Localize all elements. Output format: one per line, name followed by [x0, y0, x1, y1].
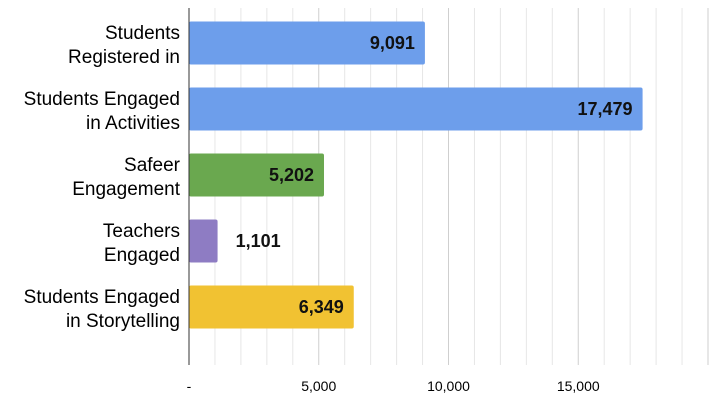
category-label-line: Students Engaged	[24, 89, 180, 110]
category-label-line: in Storytelling	[66, 311, 180, 332]
category-label-line: Safeer	[124, 155, 181, 176]
category-label-line: Engagement	[72, 179, 180, 200]
data-label: 1,101	[236, 231, 281, 251]
category-label-line: Registered in	[68, 47, 180, 68]
bar	[189, 21, 425, 65]
bar	[189, 153, 324, 197]
category-labels: Students Registered in Students Engaged in …	[24, 23, 181, 332]
category-label-line: Students	[105, 23, 180, 44]
x-tick-labels: - 5,000 10,000 15,000	[187, 378, 600, 394]
bar	[189, 87, 643, 131]
x-tick-label: 5,000	[301, 378, 336, 394]
category-label: Teachers Engaged	[103, 221, 180, 266]
x-tick-label: 10,000	[427, 378, 470, 394]
data-label: 17,479	[578, 99, 633, 119]
x-tick-label: 15,000	[557, 378, 600, 394]
data-label: 9,091	[370, 33, 415, 53]
data-label: 6,349	[299, 297, 344, 317]
category-label-line: Teachers	[103, 221, 180, 242]
category-label: Students Registered in	[68, 23, 180, 68]
x-tick-label: -	[187, 378, 192, 394]
category-label: Safeer Engagement	[72, 155, 180, 200]
bar	[189, 219, 218, 263]
category-label-line: Students Engaged	[24, 287, 180, 308]
data-label: 5,202	[269, 165, 314, 185]
bars: 9,091 17,479 5,202 1,101 6,349	[189, 21, 643, 329]
gridlines	[214, 8, 709, 365]
bar	[189, 285, 354, 329]
category-label: Students Engaged in Activities	[24, 89, 180, 134]
category-label-line: Engaged	[104, 245, 180, 266]
category-label-line: in Activities	[86, 113, 180, 134]
category-label: Students Engaged in Storytelling	[24, 287, 180, 332]
